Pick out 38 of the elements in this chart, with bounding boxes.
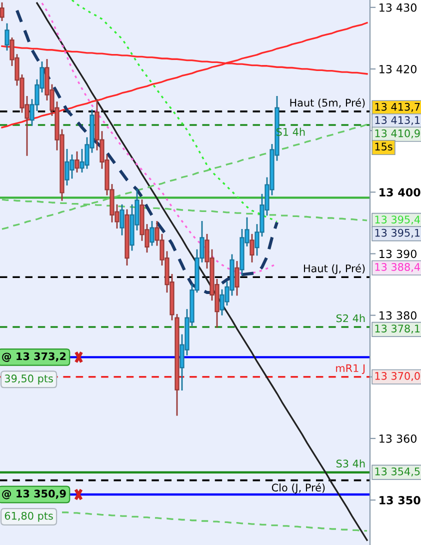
y-tick-label: 13 390 bbox=[380, 250, 416, 258]
text: 13 413,7 bbox=[375, 102, 420, 112]
line-series bbox=[71, 0, 278, 223]
y-tick-label: 13 420 bbox=[380, 64, 416, 74]
annotation: @ 13 373,2 bbox=[2, 352, 66, 362]
annotation: 39,50 pts bbox=[4, 374, 53, 384]
text: 13 370,0 bbox=[375, 372, 420, 381]
line-series bbox=[1, 22, 368, 128]
candlestick bbox=[150, 221, 154, 246]
y-tick-label: 13 400 bbox=[380, 188, 420, 197]
text: 13 413,1 bbox=[375, 116, 420, 126]
candlestick bbox=[74, 151, 80, 173]
text: 13 354,5 bbox=[375, 467, 420, 476]
y-tick-label: 13 360 bbox=[380, 434, 416, 443]
text: 13 395,4 bbox=[375, 216, 420, 225]
text: 15s bbox=[375, 142, 392, 151]
ref-line-label: Haut (J, Pré) bbox=[304, 264, 365, 274]
ref-line-label: Clo (J, Pré) bbox=[272, 483, 325, 494]
candlestick bbox=[250, 234, 254, 262]
text: 13 395,1 bbox=[375, 228, 420, 238]
text: 13 410,9 bbox=[375, 129, 420, 138]
line-series bbox=[36, 2, 368, 541]
y-tick-label: 13 350 bbox=[380, 496, 420, 504]
text: 13 378,1 bbox=[375, 324, 420, 334]
y-tick-label: 13 430 bbox=[380, 3, 416, 12]
ref-line-label: S2 4h bbox=[336, 314, 365, 322]
ref-line-label: Haut (5m, Pré) bbox=[290, 98, 365, 108]
candlestick bbox=[4, 23, 10, 51]
annotation: 61,80 pts bbox=[4, 512, 53, 522]
ref-line-label: S3 4h bbox=[336, 459, 365, 468]
annotation: @ 13 350,9 bbox=[2, 490, 66, 500]
y-tick-label: 13 380 bbox=[380, 311, 416, 320]
candlestick bbox=[0, 2, 4, 22]
candlestick bbox=[234, 261, 240, 296]
line-series bbox=[61, 512, 368, 532]
candlestick bbox=[120, 204, 124, 236]
ref-line-label: mR1 J bbox=[336, 364, 365, 374]
text: 13 388,4 bbox=[375, 263, 420, 272]
